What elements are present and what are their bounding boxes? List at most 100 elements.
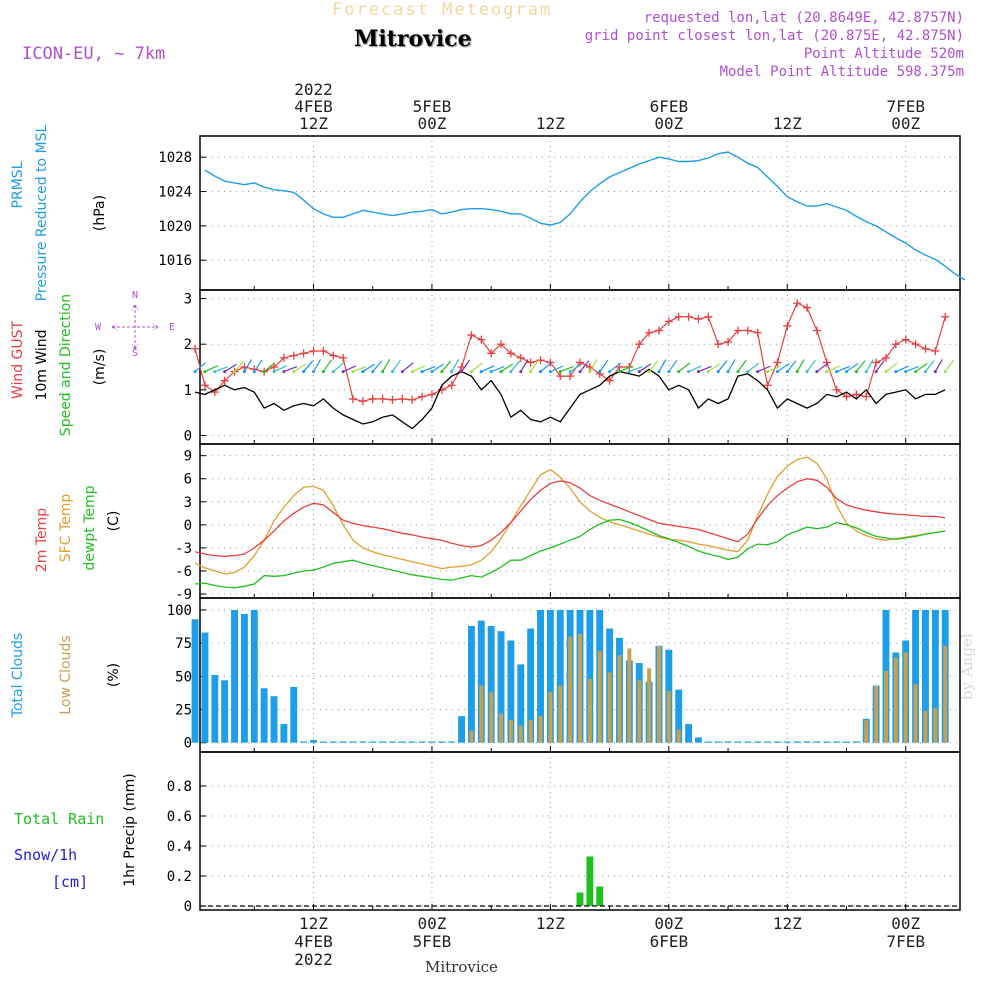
- bottom-time-label: 12Z: [299, 914, 328, 933]
- y-tick-label: 1024: [158, 185, 192, 201]
- compass-north: N: [132, 290, 138, 301]
- grid-point-coordinates: grid point closest lon,lat (20.875E, 42.…: [584, 28, 964, 44]
- total-cloud-bar: [724, 741, 732, 743]
- wind-arrow: [806, 359, 816, 372]
- wind-arrow: [727, 359, 736, 372]
- wind-arrow-head: [884, 370, 888, 374]
- footer-location: Mitrovice: [425, 958, 498, 976]
- total-cloud-bar: [537, 609, 544, 743]
- wind-arrow-head: [252, 370, 256, 374]
- wind-arrow: [214, 366, 229, 373]
- gust-marker: [368, 394, 377, 403]
- y-tick-label: 25: [175, 703, 192, 719]
- wind-arrow: [777, 363, 790, 373]
- wind-unit: (m/s): [92, 349, 108, 386]
- wind-arrow: [786, 360, 797, 372]
- low-cloud-bar: [874, 685, 879, 743]
- y-tick-label: 9: [184, 449, 192, 465]
- gust-marker: [516, 353, 525, 362]
- wind-arrow-head: [539, 370, 543, 374]
- y-tick-label: 6: [184, 472, 192, 488]
- wind-arrow-head: [726, 370, 730, 374]
- wind-arrow-head: [302, 370, 306, 374]
- total-cloud-bar: [714, 741, 722, 743]
- total-cloud-bar: [803, 741, 811, 743]
- wind-arrow: [707, 363, 721, 373]
- gust-marker: [911, 340, 920, 349]
- total-cloud-bar: [458, 716, 466, 743]
- top-time-label: 00Z: [417, 114, 446, 133]
- compass-icon: [111, 304, 159, 350]
- wind-arrow: [747, 362, 760, 373]
- total-cloud-bar: [438, 741, 446, 743]
- wind-arrow: [638, 363, 652, 373]
- gust-marker: [941, 312, 950, 321]
- wind-arrow-head: [914, 370, 918, 374]
- wind-arrow-head: [568, 370, 572, 374]
- model-label: ICON-EU, ~ 7km: [22, 44, 166, 64]
- wind-arrow: [461, 359, 471, 372]
- wind-arrow: [934, 359, 943, 372]
- panel-4-grid: 0 0.2 0.4 0.6 0.8: [167, 752, 960, 915]
- low-cloud-bar: [884, 671, 888, 743]
- model-point-altitude: Model Point Altitude 598.375m: [719, 64, 964, 80]
- gust-marker: [931, 347, 940, 356]
- gust-marker: [427, 390, 436, 399]
- rain-bar: [596, 886, 604, 906]
- gust-marker: [704, 312, 713, 321]
- low-cloud-bar: [943, 645, 948, 743]
- low-cloud-bar: [607, 672, 612, 743]
- gust-marker: [506, 349, 515, 358]
- wind-arrow-head: [223, 370, 227, 374]
- bottom-time-label: 00Z: [417, 914, 446, 933]
- gust-line: [194, 302, 946, 402]
- low-cloud-bar: [893, 657, 898, 743]
- wind-arrow: [471, 362, 483, 373]
- wind-arrow: [194, 362, 207, 373]
- pressure-line: [204, 151, 966, 281]
- wind-arrow: [648, 360, 659, 372]
- bottom-time-label: 5FEB: [413, 932, 452, 951]
- gust-marker: [497, 340, 506, 349]
- gust-marker: [645, 328, 654, 337]
- gust-marker: [803, 303, 812, 312]
- gust-marker: [733, 326, 742, 335]
- wind-arrow: [826, 365, 840, 373]
- gust-marker: [487, 349, 496, 358]
- gust-marker: [398, 394, 407, 403]
- wind-arrow: [441, 360, 452, 372]
- wind-arrow: [224, 363, 237, 373]
- wind-arrow-head: [371, 370, 375, 374]
- gust-marker: [309, 347, 318, 356]
- wind-arrow-head: [529, 370, 533, 374]
- gust-marker: [901, 335, 910, 344]
- total-cloud-bar: [783, 741, 791, 743]
- compass-east: E: [169, 322, 175, 333]
- wind-arrow-head: [272, 370, 276, 374]
- total-cloud-bar: [477, 620, 485, 743]
- wind-arrow-head: [351, 370, 355, 374]
- sfc-temp-label: SFC Temp: [58, 494, 74, 563]
- gust-marker: [220, 376, 229, 385]
- wind-arrow-head: [805, 370, 809, 374]
- wind-arrow-head: [193, 370, 197, 374]
- gust-marker: [447, 381, 456, 390]
- y-tick-label: 0.4: [167, 839, 192, 855]
- gust-marker: [289, 351, 298, 360]
- wind-arrow-head: [943, 370, 947, 374]
- gust-marker: [270, 363, 279, 371]
- wind-arrow: [431, 363, 445, 373]
- low-cloud-bar: [627, 648, 632, 743]
- y-tick-label: 0: [184, 899, 192, 915]
- wind-arrow-head: [578, 370, 582, 374]
- total-cloud-bar: [734, 741, 742, 743]
- total-cloud-bar: [813, 741, 821, 743]
- total-cloud-bar: [833, 741, 841, 743]
- temp2m-line: [194, 478, 946, 557]
- low-cloud-bar: [587, 678, 592, 743]
- wind-arrow-head: [677, 370, 681, 374]
- sfc-temp-line: [194, 456, 946, 575]
- wind-arrow: [875, 359, 885, 372]
- wind-arrow: [658, 359, 667, 372]
